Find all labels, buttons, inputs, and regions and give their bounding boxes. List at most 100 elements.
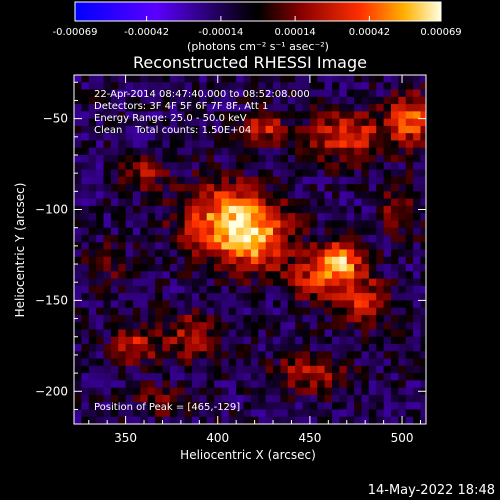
- heatmap-cell: [295, 118, 303, 127]
- heatmap-cell: [140, 285, 149, 294]
- heatmap-cell: [221, 184, 230, 192]
- heatmap-cell: [324, 213, 333, 221]
- heatmap-cell: [368, 380, 377, 389]
- heatmap-cell: [96, 169, 104, 178]
- heatmap-cell: [317, 213, 326, 221]
- heatmap-cell: [361, 402, 370, 410]
- heatmap-cell: [96, 373, 104, 381]
- heatmap-cell: [206, 285, 215, 294]
- heatmap-cell: [287, 75, 296, 83]
- heatmap-cell: [155, 242, 163, 250]
- heatmap-cell: [228, 234, 237, 243]
- heatmap-cell: [302, 380, 311, 389]
- heatmap-cell: [96, 234, 104, 243]
- heatmap-cell: [221, 351, 230, 359]
- heatmap-cell: [273, 300, 281, 309]
- heatmap-cell: [339, 351, 348, 359]
- heatmap-cell: [221, 278, 230, 287]
- heatmap-cell: [155, 344, 163, 352]
- heatmap-cell: [324, 394, 333, 403]
- heatmap-cell: [287, 387, 296, 396]
- heatmap-cell: [125, 191, 134, 199]
- heatmap-cell: [339, 140, 348, 149]
- heatmap-cell: [88, 358, 97, 367]
- heatmap-cell: [324, 111, 333, 120]
- heatmap-cell: [317, 264, 326, 272]
- heatmap-cell: [118, 402, 126, 410]
- heatmap-cell: [96, 191, 104, 199]
- heatmap-cell: [420, 402, 426, 410]
- heatmap-cell: [236, 125, 244, 134]
- heatmap-cell: [258, 285, 267, 294]
- heatmap-cell: [295, 402, 303, 410]
- heatmap-cell: [236, 205, 244, 214]
- heatmap-cell: [287, 242, 296, 250]
- heatmap-cell: [118, 314, 126, 323]
- heatmap-cell: [88, 205, 97, 214]
- heatmap-cell: [258, 373, 267, 381]
- heatmap-cell: [280, 198, 289, 207]
- heatmap-cell: [295, 104, 303, 112]
- heatmap-cell: [273, 205, 281, 214]
- heatmap-cell: [280, 82, 289, 90]
- heatmap-cell: [206, 140, 215, 149]
- heatmap-cell: [376, 133, 385, 141]
- heatmap-cell: [140, 322, 149, 330]
- heatmap-cell: [177, 140, 185, 149]
- heatmap-cell: [361, 300, 370, 309]
- heatmap-cell: [258, 293, 267, 301]
- heatmap-cell: [302, 75, 311, 83]
- heatmap-cell: [177, 264, 185, 272]
- heatmap-cell: [243, 278, 252, 287]
- heatmap-cell: [228, 394, 237, 403]
- heatmap-cell: [413, 271, 421, 279]
- heatmap-cell: [155, 307, 163, 316]
- heatmap-cell: [302, 118, 311, 127]
- heatmap-cell: [169, 198, 178, 207]
- heatmap-cell: [405, 104, 414, 112]
- heatmap-cell: [250, 191, 259, 199]
- heatmap-cell: [177, 300, 185, 309]
- heatmap-cell: [339, 373, 348, 381]
- heatmap-cell: [169, 336, 178, 345]
- heatmap-cell: [324, 409, 333, 418]
- heatmap-cell: [346, 125, 355, 134]
- heatmap-cell: [147, 271, 156, 279]
- heatmap-cell: [228, 358, 237, 367]
- heatmap-cell: [81, 234, 90, 243]
- heatmap-cell: [177, 133, 185, 141]
- heatmap-cell: [236, 293, 244, 301]
- heatmap-cell: [368, 256, 377, 265]
- heatmap-cell: [243, 256, 252, 265]
- heatmap-cell: [236, 89, 244, 98]
- heatmap-cell: [361, 191, 370, 199]
- heatmap-cell: [206, 365, 215, 374]
- heatmap-cell: [280, 336, 289, 345]
- heatmap-cell: [162, 162, 171, 170]
- heatmap-cell: [221, 402, 230, 410]
- heatmap-cell: [332, 351, 340, 359]
- heatmap-cell: [250, 394, 259, 403]
- heatmap-cell: [110, 154, 119, 163]
- heatmap-cell: [368, 358, 377, 367]
- heatmap-cell: [81, 285, 90, 294]
- colorbar-tick-label: 0.00014: [274, 27, 315, 38]
- heatmap-cell: [390, 242, 399, 250]
- heatmap-cell: [88, 394, 97, 403]
- heatmap-cell: [317, 256, 326, 265]
- heatmap-cell: [96, 140, 104, 149]
- heatmap-cell: [265, 300, 274, 309]
- heatmap-cell: [110, 220, 119, 229]
- heatmap-cell: [147, 184, 156, 192]
- heatmap-cell: [118, 373, 126, 381]
- heatmap-cell: [354, 402, 362, 410]
- heatmap-cell: [132, 133, 141, 141]
- heatmap-cell: [88, 314, 97, 323]
- heatmap-cell: [191, 191, 200, 199]
- heatmap-cell: [332, 416, 340, 424]
- heatmap-cell: [250, 314, 259, 323]
- heatmap-cell: [354, 365, 362, 374]
- heatmap-cell: [302, 205, 311, 214]
- heatmap-cell: [228, 133, 237, 141]
- heatmap-cell: [273, 227, 281, 236]
